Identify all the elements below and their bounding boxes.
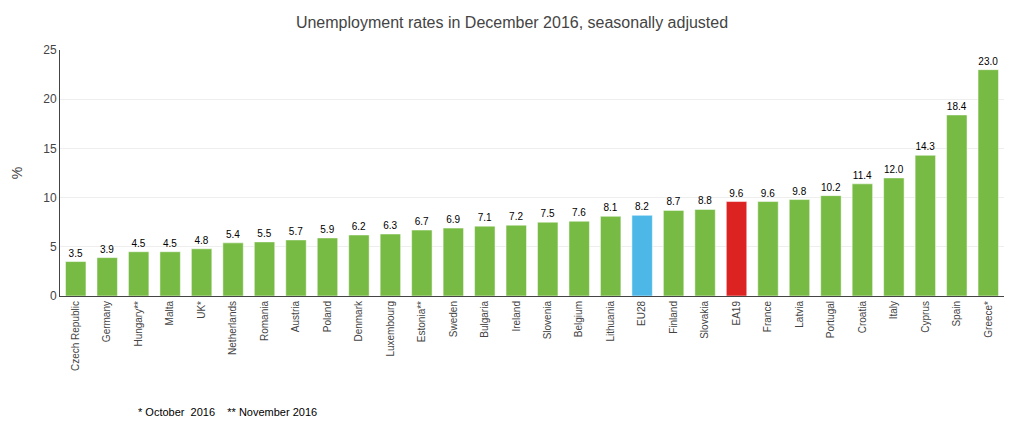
svg-text:25: 25 xyxy=(43,43,57,57)
svg-text:7.5: 7.5 xyxy=(541,208,555,219)
svg-text:Bulgaria: Bulgaria xyxy=(479,301,490,338)
svg-text:4.5: 4.5 xyxy=(131,238,145,249)
svg-text:Germany: Germany xyxy=(101,301,112,342)
svg-text:Poland: Poland xyxy=(322,301,333,332)
svg-text:Belgium: Belgium xyxy=(573,301,584,337)
svg-text:Finland: Finland xyxy=(668,301,679,334)
svg-text:8.1: 8.1 xyxy=(603,202,617,213)
svg-text:8.8: 8.8 xyxy=(698,195,712,206)
svg-text:Greece*: Greece* xyxy=(983,301,994,338)
svg-text:6.3: 6.3 xyxy=(383,220,397,231)
svg-text:Estonia**: Estonia** xyxy=(416,301,427,342)
svg-text:EA19: EA19 xyxy=(731,301,742,326)
svg-text:* October 2016 ** November: * October 2016 ** November 2016 xyxy=(138,406,317,418)
svg-text:Sweden: Sweden xyxy=(448,301,459,337)
svg-text:3.9: 3.9 xyxy=(100,244,114,255)
svg-text:Unemployment rates in December: Unemployment rates in December 2016, sea… xyxy=(296,14,728,31)
svg-text:UK*: UK* xyxy=(196,301,207,319)
svg-text:Netherlands: Netherlands xyxy=(227,301,238,355)
svg-text:14.3: 14.3 xyxy=(915,141,935,152)
svg-text:5.4: 5.4 xyxy=(226,229,240,240)
svg-text:France: France xyxy=(762,301,773,333)
svg-text:4.5: 4.5 xyxy=(163,238,177,249)
svg-text:10: 10 xyxy=(43,191,57,205)
svg-text:23.0: 23.0 xyxy=(978,56,998,67)
svg-text:Croatia: Croatia xyxy=(857,301,868,334)
svg-text:20: 20 xyxy=(43,92,57,106)
svg-text:Czech Republic: Czech Republic xyxy=(70,301,81,371)
svg-text:9.8: 9.8 xyxy=(792,186,806,197)
svg-text:6.9: 6.9 xyxy=(446,214,460,225)
svg-text:5.7: 5.7 xyxy=(289,226,303,237)
svg-text:5.5: 5.5 xyxy=(257,228,271,239)
svg-text:7.6: 7.6 xyxy=(572,207,586,218)
svg-text:11.4: 11.4 xyxy=(853,170,872,181)
svg-text:Portugal: Portugal xyxy=(825,301,836,338)
svg-text:6.2: 6.2 xyxy=(352,221,366,232)
svg-text:Latvia: Latvia xyxy=(794,301,805,328)
svg-text:18.4: 18.4 xyxy=(947,101,967,112)
svg-text:Luxembourg: Luxembourg xyxy=(385,301,396,357)
svg-text:Ireland: Ireland xyxy=(511,301,522,332)
svg-text:8.7: 8.7 xyxy=(666,196,680,207)
svg-text:EU28: EU28 xyxy=(636,301,647,326)
svg-text:15: 15 xyxy=(43,142,57,156)
svg-text:Romania: Romania xyxy=(259,301,270,341)
svg-text:5: 5 xyxy=(50,240,57,254)
svg-text:Malta: Malta xyxy=(164,301,175,326)
svg-text:Hungary**: Hungary** xyxy=(133,301,144,347)
svg-text:7.2: 7.2 xyxy=(509,211,523,222)
svg-text:9.6: 9.6 xyxy=(761,188,775,199)
svg-text:8.2: 8.2 xyxy=(635,201,649,212)
svg-text:Spain: Spain xyxy=(951,301,962,327)
svg-text:Slovakia: Slovakia xyxy=(699,301,710,339)
svg-text:12.0: 12.0 xyxy=(884,164,904,175)
svg-text:Italy: Italy xyxy=(888,301,899,319)
svg-text:0: 0 xyxy=(50,289,57,303)
svg-text:%: % xyxy=(9,167,25,179)
svg-text:10.2: 10.2 xyxy=(821,182,841,193)
svg-text:Lithuania: Lithuania xyxy=(605,301,616,342)
svg-text:7.1: 7.1 xyxy=(478,212,492,223)
svg-text:Cyprus: Cyprus xyxy=(920,301,931,333)
svg-text:3.5: 3.5 xyxy=(69,248,83,259)
svg-text:Denmark: Denmark xyxy=(353,300,364,342)
svg-text:Slovenia: Slovenia xyxy=(542,301,553,340)
svg-text:6.7: 6.7 xyxy=(415,216,429,227)
svg-text:4.8: 4.8 xyxy=(194,235,208,246)
svg-text:5.9: 5.9 xyxy=(320,224,334,235)
svg-text:Austria: Austria xyxy=(290,301,301,333)
svg-text:9.6: 9.6 xyxy=(729,188,743,199)
